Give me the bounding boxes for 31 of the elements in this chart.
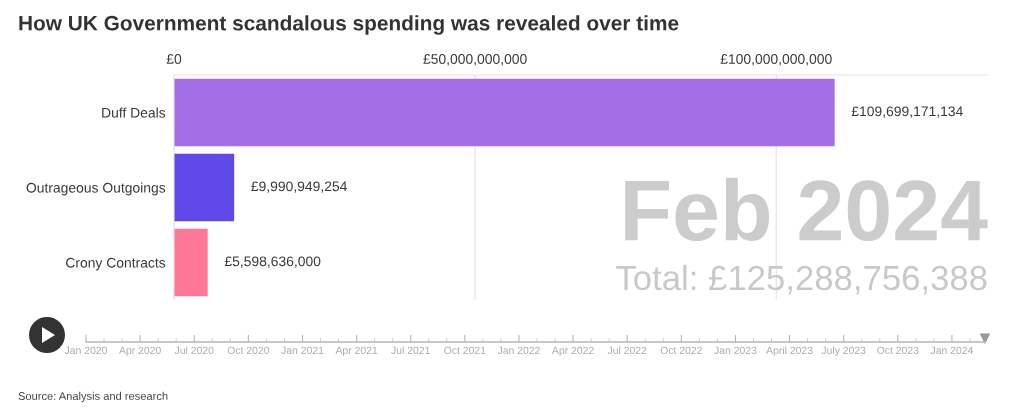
x-tick-label: £100,000,000,000	[720, 54, 832, 66]
bar	[174, 153, 235, 222]
y-tick-label: Outrageous Outgoings	[26, 182, 166, 196]
text: Jan 2024	[930, 346, 974, 355]
text: Jul 2021	[391, 346, 430, 355]
text: Oct 2023	[877, 346, 919, 355]
text: Jan 2023	[714, 346, 757, 355]
data-label: £5,598,636,000	[224, 256, 321, 268]
source-note: Source: Analysis and research	[18, 391, 168, 403]
text: Jan 2022	[497, 346, 540, 355]
text: Oct 2020	[227, 346, 270, 355]
text: Jul 2022	[607, 346, 647, 355]
text: Jan 2020	[64, 346, 108, 355]
x-tick-label: £0	[166, 54, 182, 64]
y-tick-label: Crony Contracts	[66, 257, 166, 271]
text: Jul 2020	[174, 346, 214, 355]
text: July 2023	[821, 346, 866, 357]
data-label: £9,990,949,254	[251, 181, 347, 193]
text: Jan 2021	[281, 346, 324, 355]
text: Apr 2022	[551, 346, 594, 357]
text: Apr 2020	[119, 346, 161, 357]
data-label: £109,699,171,134	[851, 106, 963, 118]
text: Oct 2021	[444, 346, 486, 355]
bar	[174, 228, 208, 297]
text: April 2023	[766, 346, 813, 357]
y-tick-label: Duff Deals	[102, 107, 166, 118]
chart-title: How UK Government scandalous spending was revealed over time	[19, 15, 679, 35]
x-tick-label: £50,000,000,000	[423, 54, 527, 66]
text: Apr 2021	[335, 346, 378, 357]
text: Oct 2022	[660, 346, 702, 355]
bar	[174, 78, 835, 147]
